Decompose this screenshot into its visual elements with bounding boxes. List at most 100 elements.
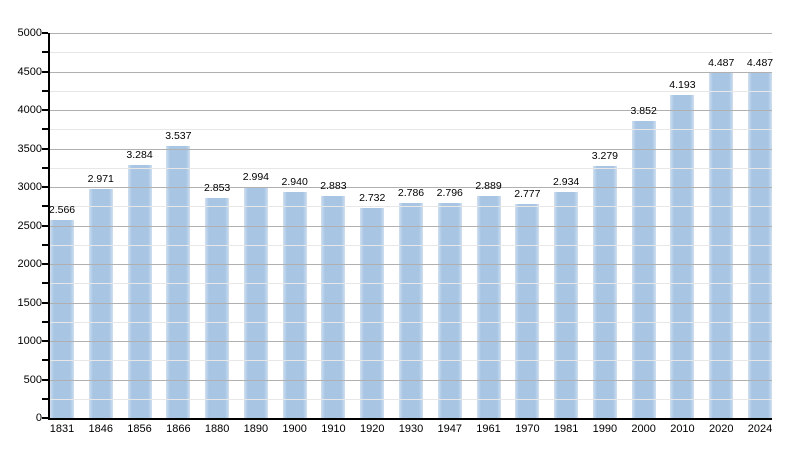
gridline	[50, 283, 772, 285]
gridline	[50, 33, 772, 34]
x-axis-label: 1866	[166, 423, 191, 435]
bar	[476, 196, 501, 418]
gridline	[50, 321, 772, 323]
y-axis-tick	[42, 340, 48, 342]
bar	[321, 196, 346, 418]
bar	[515, 204, 540, 418]
bar-value-label: 3.279	[591, 150, 619, 162]
y-axis-tick	[42, 243, 48, 246]
bar-value-label: 2.934	[552, 176, 580, 188]
bar-value-label: 2.883	[320, 180, 347, 192]
y-axis-tick	[42, 320, 48, 323]
gridline	[50, 302, 772, 304]
x-axis-label: 1880	[204, 423, 230, 435]
x-axis-label: 2010	[670, 423, 695, 435]
y-axis-tick	[42, 89, 48, 92]
x-axis-label: 1990	[592, 423, 618, 435]
bar-value-label: 2.566	[48, 204, 76, 216]
y-axis-label: 4000	[17, 104, 42, 116]
bar	[437, 203, 462, 418]
x-axis-label: 1846	[88, 423, 114, 435]
y-axis-tick	[42, 378, 48, 381]
x-axis-label: 1961	[476, 423, 501, 435]
y-axis-tick	[42, 32, 48, 34]
y-axis-tick	[42, 282, 48, 285]
x-axis-label: 1910	[321, 423, 346, 435]
bar	[50, 220, 74, 418]
y-axis-tick	[42, 147, 48, 150]
bar-value-label: 2.889	[475, 180, 502, 192]
bar	[166, 146, 191, 418]
y-axis-tick	[42, 166, 48, 169]
bar-value-label: 2.786	[397, 187, 425, 199]
bar	[399, 203, 423, 418]
gridline	[50, 398, 772, 400]
y-axis-label: 4500	[17, 65, 42, 78]
x-axis-label: 1970	[515, 423, 540, 435]
y-axis-label: 2500	[17, 219, 42, 232]
x-axis-label: 1930	[398, 423, 424, 435]
bar-value-label: 3.284	[126, 149, 153, 161]
y-axis-line	[48, 33, 50, 420]
bar-value-label: 3.537	[165, 130, 192, 142]
bar-value-label: 2.940	[281, 176, 308, 188]
bar-value-label: 2.994	[242, 171, 270, 183]
y-axis-label: 3500	[17, 142, 42, 155]
gridline	[50, 264, 772, 265]
bar	[670, 95, 695, 418]
bar	[88, 189, 113, 418]
x-axis-label: 1831	[49, 423, 75, 435]
y-axis-tick	[42, 224, 48, 227]
gridline	[50, 379, 772, 381]
bar-value-label: 2.796	[436, 187, 463, 199]
gridline	[50, 52, 772, 54]
gridline	[50, 148, 772, 150]
gridline	[50, 187, 772, 188]
gridline	[50, 225, 772, 227]
bar-value-label: 2.971	[87, 173, 114, 185]
y-axis-tick	[42, 263, 48, 265]
bar-value-label: 4.487	[708, 57, 735, 69]
x-axis-label: 1947	[437, 423, 463, 435]
gridline	[50, 71, 772, 73]
x-axis-label: 1890	[243, 423, 269, 435]
y-axis-tick	[42, 205, 48, 208]
y-axis-label: 1500	[17, 296, 42, 309]
bar	[631, 121, 656, 418]
gridline	[50, 90, 772, 92]
y-axis-label: 3000	[17, 181, 42, 193]
bar-value-label: 4.487	[746, 57, 774, 69]
gridline	[50, 341, 772, 342]
y-axis-label: 1000	[17, 335, 42, 347]
y-axis-tick	[42, 359, 48, 362]
y-axis-tick	[42, 70, 48, 73]
x-axis-label: 2020	[708, 423, 734, 435]
bar-value-label: 2.732	[359, 192, 386, 204]
bar-value-label: 2.777	[514, 188, 541, 200]
y-axis-label: 500	[23, 373, 42, 386]
gridline	[50, 110, 772, 111]
gridline	[50, 167, 772, 169]
gridline	[50, 129, 772, 131]
y-axis-tick	[42, 397, 48, 400]
y-axis-tick	[42, 417, 48, 419]
gridline	[50, 244, 772, 246]
gridline	[50, 360, 772, 362]
y-axis-tick	[42, 109, 48, 111]
bar-value-label: 2.853	[203, 182, 231, 194]
y-axis-label: 0	[35, 412, 42, 424]
bar	[360, 208, 385, 418]
y-axis-label: 5000	[17, 27, 42, 39]
bar	[205, 198, 230, 418]
bar-value-label: 3.852	[630, 105, 657, 117]
y-axis-tick	[42, 186, 48, 188]
x-axis-label: 1900	[282, 423, 307, 435]
x-axis-label: 2000	[631, 423, 656, 435]
bar-value-label: 4.193	[669, 79, 696, 91]
y-axis-tick	[42, 128, 48, 131]
x-axis-label: 1856	[127, 423, 152, 435]
x-axis-label: 2024	[747, 423, 773, 435]
x-axis-label: 1981	[553, 423, 579, 435]
gridline	[50, 206, 772, 208]
